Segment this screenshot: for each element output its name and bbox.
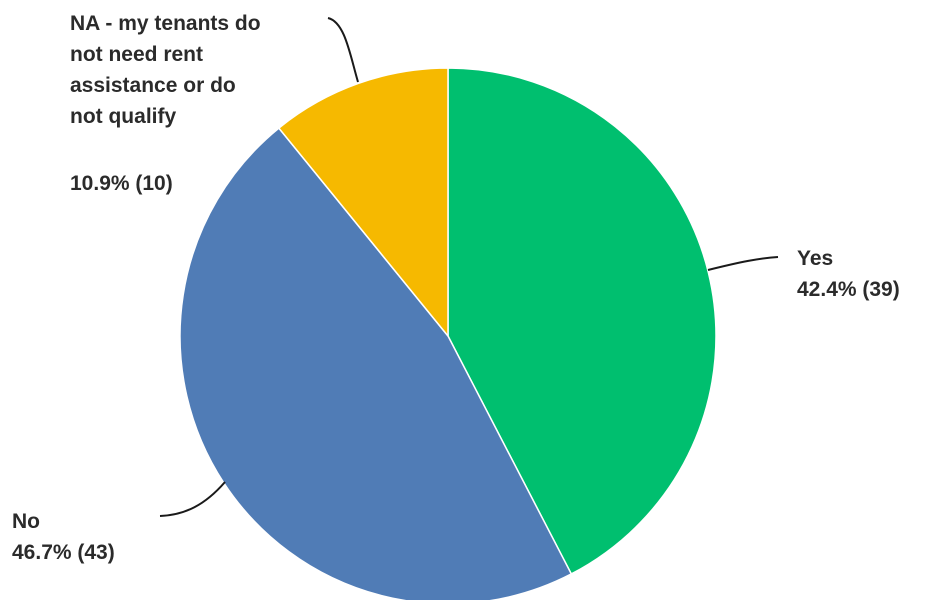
leader-line-na xyxy=(327,17,359,83)
pie-slice-yes xyxy=(447,67,717,575)
leader-line-yes xyxy=(707,256,779,271)
slice-value-na: 10.9% (10) xyxy=(70,172,173,195)
slice-label-na-line-2: not need rent xyxy=(70,43,203,66)
slice-label-yes: Yes xyxy=(797,247,833,270)
slice-label-na-line-4: not qualify xyxy=(70,105,176,128)
slice-label-na-line-1: NA - my tenants do xyxy=(70,12,261,35)
pie-slices xyxy=(179,67,717,600)
slice-label-no: No xyxy=(12,510,40,533)
leader-line-no xyxy=(159,481,226,517)
slice-label-na-line-3: assistance or do xyxy=(70,74,236,97)
slice-value-yes: 42.4% (39) xyxy=(797,278,900,301)
slice-value-no: 46.7% (43) xyxy=(12,541,115,564)
pie-slice-na xyxy=(277,67,449,339)
